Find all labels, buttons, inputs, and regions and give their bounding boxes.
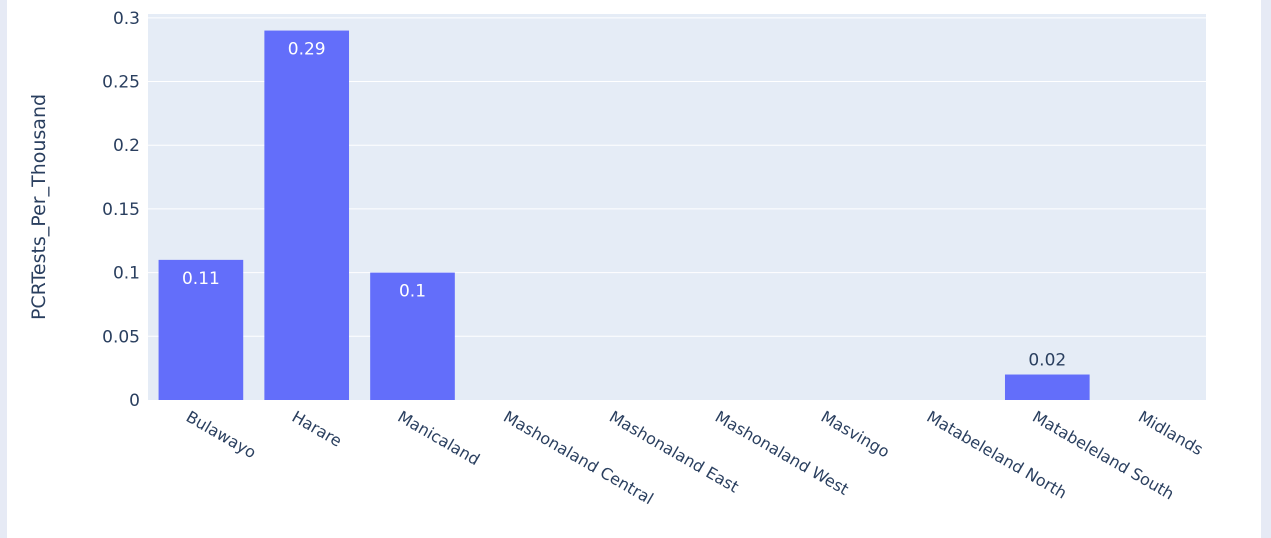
y-tick-label: 0.25 xyxy=(102,73,140,93)
y-tick-label: 0.3 xyxy=(113,9,140,29)
y-axis-label: PCRTests_Per_Thousand xyxy=(28,94,50,320)
bar[interactable] xyxy=(158,259,244,400)
data-label: 0.1 xyxy=(399,282,426,302)
y-tick-label: 0.15 xyxy=(102,200,140,220)
x-tick-label: Masvingo xyxy=(818,407,893,461)
bar[interactable] xyxy=(264,30,350,400)
data-label: 0.29 xyxy=(288,40,326,60)
x-tick-label: Midlands xyxy=(1135,407,1206,459)
y-axis-ticks: 0 0.05 0.1 0.15 0.2 0.25 0.3 xyxy=(102,9,140,411)
data-labels: 0.11 0.29 0.1 0.02 xyxy=(182,40,1066,371)
data-label: 0.11 xyxy=(182,269,220,289)
x-axis-ticks: Bulawayo Harare Manicaland Mashonaland Cent… xyxy=(183,407,1206,508)
data-label: 0.02 xyxy=(1028,351,1066,371)
x-tick-label: Manicaland xyxy=(395,407,484,469)
chart-card: 0 0.05 0.1 0.15 0.2 0.25 0.3 Bulawayo Harare Man… xyxy=(7,0,1261,538)
bar-chart: 0 0.05 0.1 0.15 0.2 0.25 0.3 Bulawayo Harare Man… xyxy=(28,9,1206,509)
bars xyxy=(158,30,1090,400)
bar[interactable] xyxy=(370,272,455,400)
x-tick-label: Bulawayo xyxy=(183,407,260,462)
y-tick-label: 0 xyxy=(129,391,140,411)
bar[interactable] xyxy=(1004,374,1090,400)
y-tick-label: 0.05 xyxy=(102,327,140,347)
y-tick-label: 0.1 xyxy=(113,264,140,284)
y-tick-label: 0.2 xyxy=(113,136,140,156)
x-tick-label: Harare xyxy=(289,407,346,451)
